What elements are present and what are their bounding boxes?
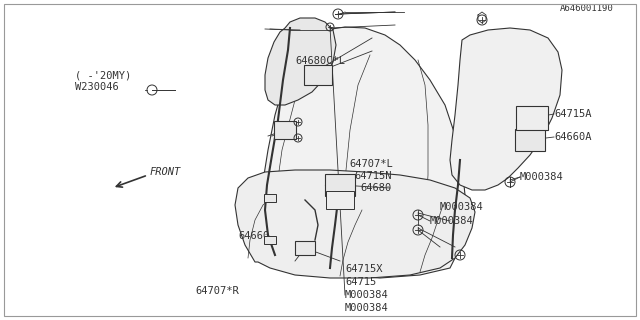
Text: 64680C*L: 64680C*L: [295, 56, 345, 66]
Text: 64707*R: 64707*R: [195, 286, 239, 296]
Text: M000384: M000384: [345, 290, 388, 300]
Bar: [274, 121, 296, 139]
Polygon shape: [235, 170, 475, 278]
Text: 64715: 64715: [345, 277, 376, 287]
Text: 64715X: 64715X: [345, 264, 383, 274]
Text: 64660: 64660: [238, 231, 269, 241]
Text: 64680: 64680: [360, 183, 391, 193]
Text: W230046: W230046: [75, 82, 119, 92]
Text: 64715N: 64715N: [354, 171, 392, 181]
Text: A646001190: A646001190: [560, 4, 614, 12]
Text: 64707*L: 64707*L: [349, 159, 393, 169]
Text: 64660A: 64660A: [554, 132, 591, 142]
Text: ( -'20MY): ( -'20MY): [75, 70, 131, 80]
Text: 64715A: 64715A: [554, 109, 591, 119]
Bar: [264, 194, 276, 202]
Text: M000384: M000384: [520, 172, 564, 182]
Text: M000384: M000384: [345, 303, 388, 313]
Bar: [326, 191, 354, 209]
Bar: [516, 106, 548, 130]
Text: FRONT: FRONT: [150, 167, 181, 177]
Bar: [264, 236, 276, 244]
Bar: [325, 174, 355, 196]
Polygon shape: [258, 27, 465, 278]
Polygon shape: [450, 28, 562, 190]
Bar: [304, 65, 332, 85]
Bar: [515, 129, 545, 151]
Text: M000384: M000384: [440, 202, 484, 212]
Bar: [295, 241, 315, 255]
Text: M000384: M000384: [430, 216, 474, 226]
Polygon shape: [265, 18, 336, 105]
